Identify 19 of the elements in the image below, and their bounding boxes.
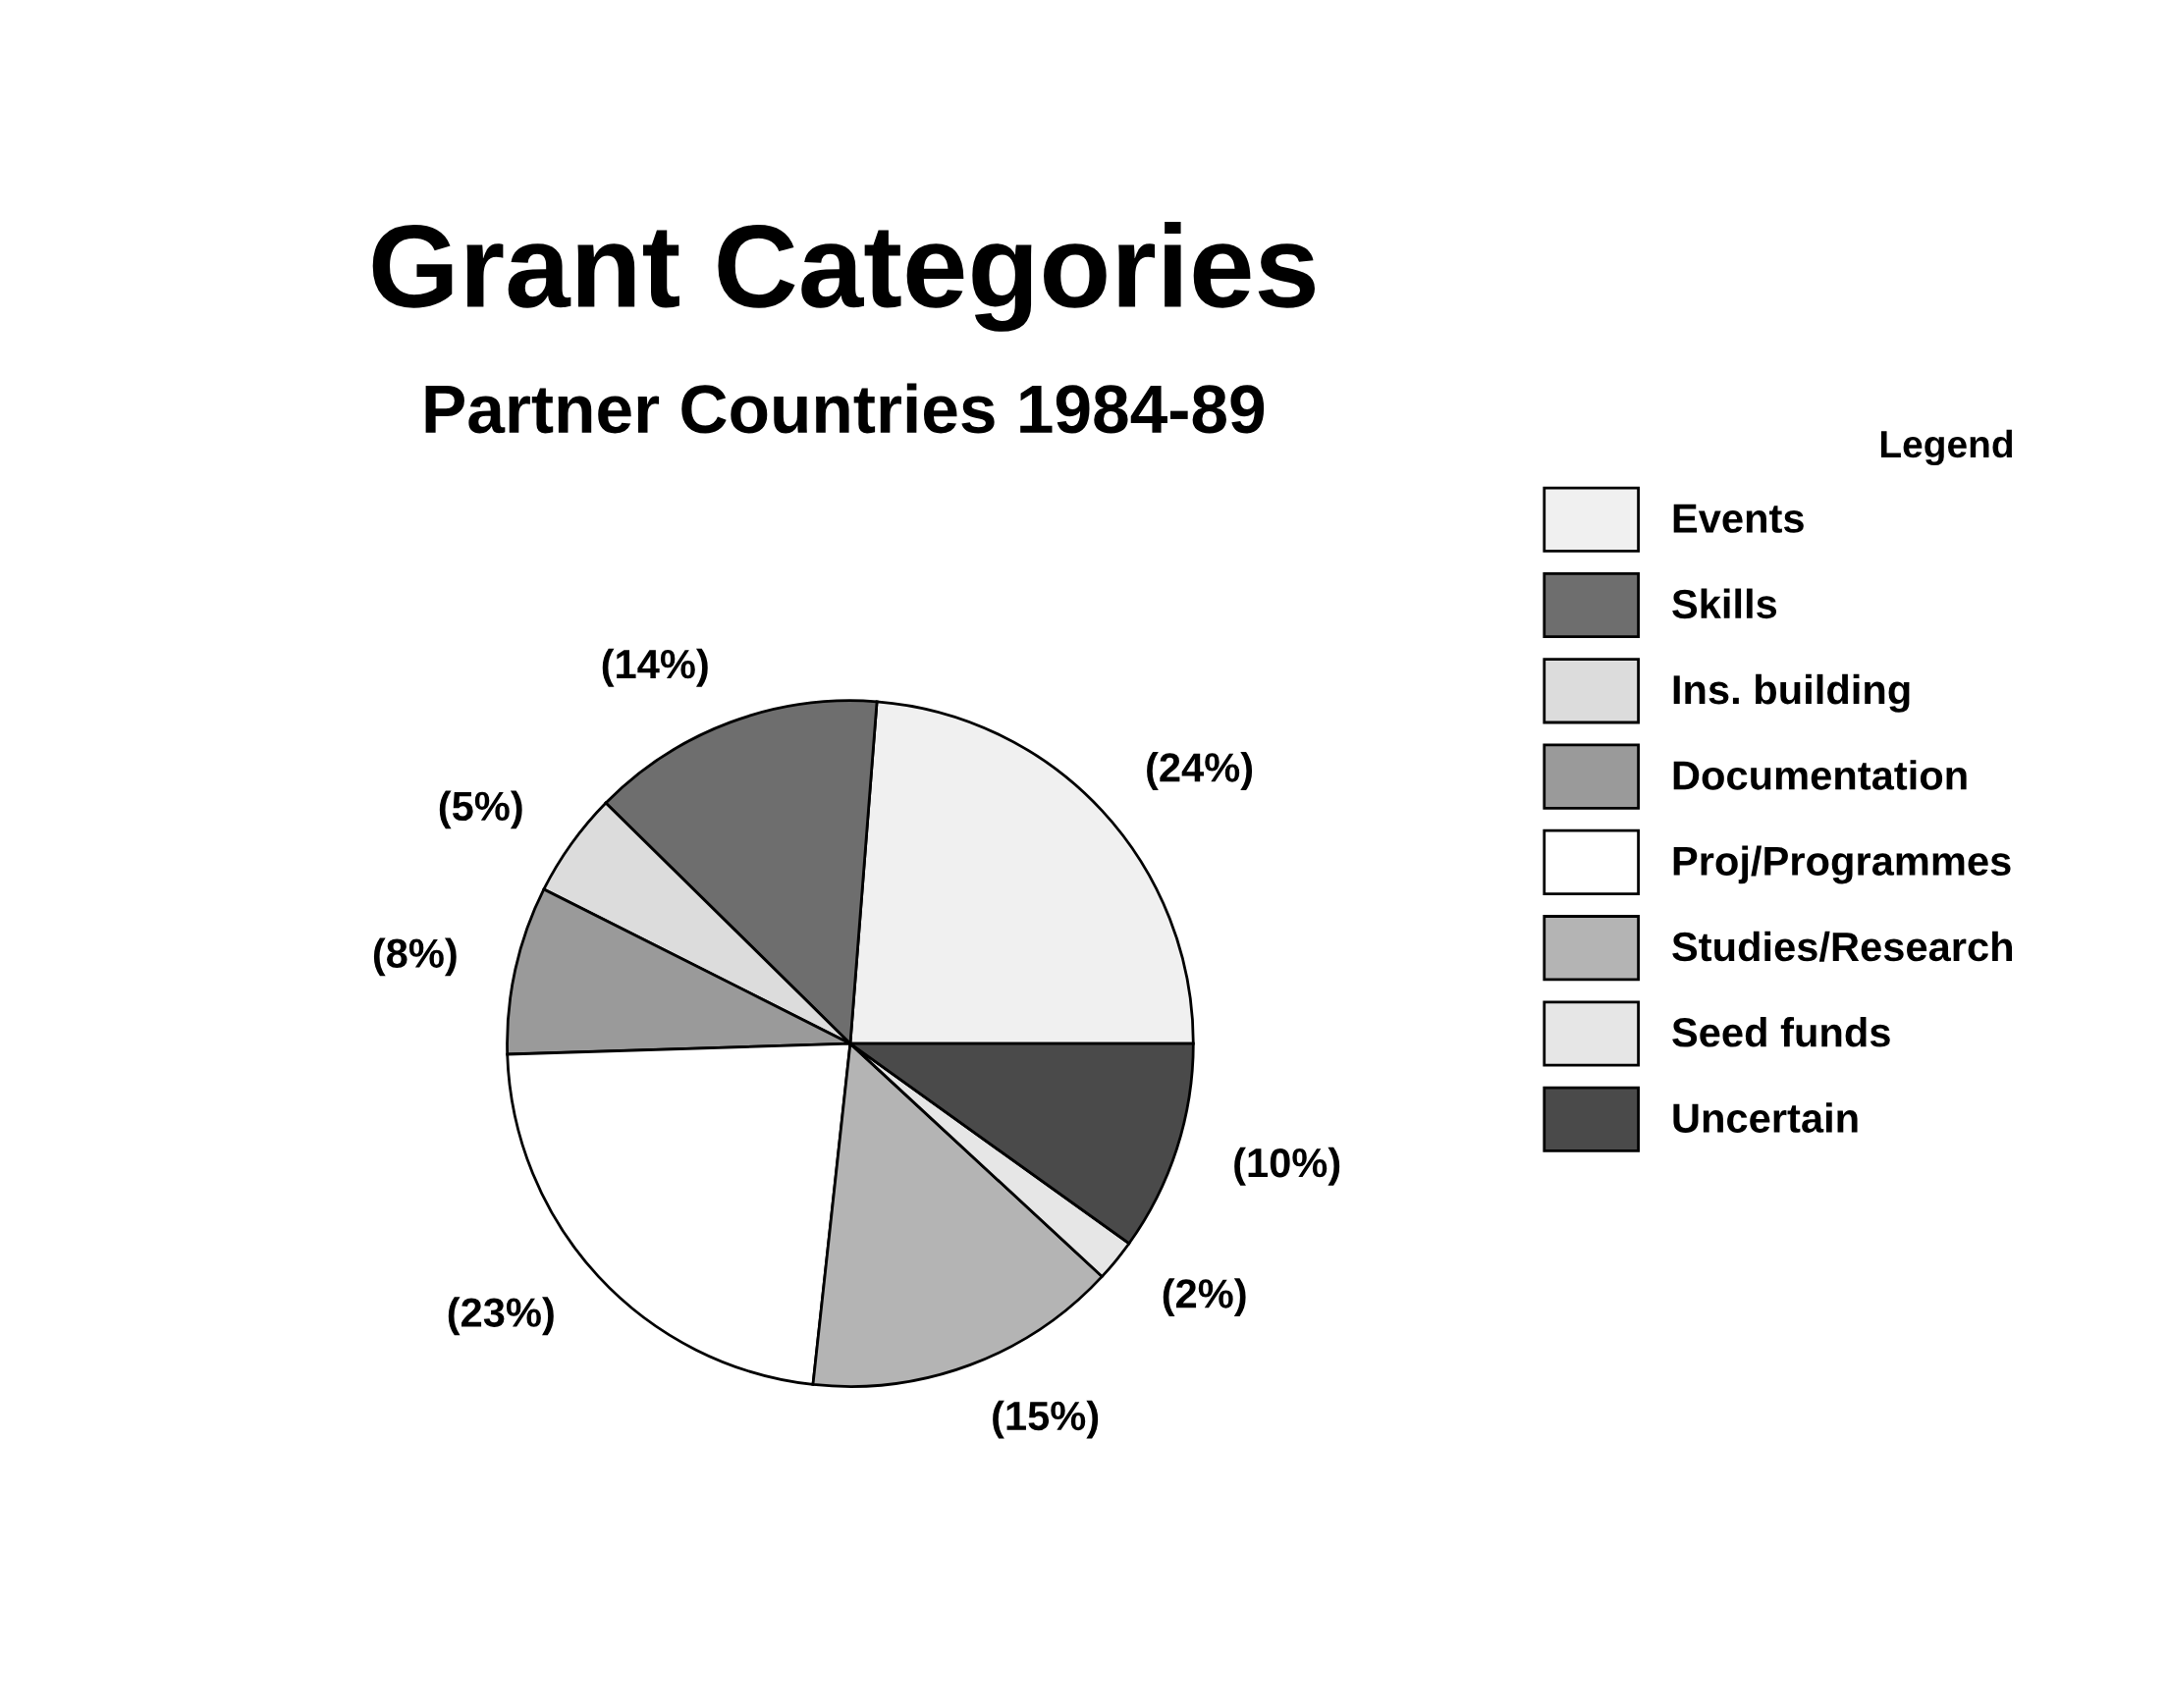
- legend-label: Uncertain: [1673, 1102, 1858, 1133]
- data-label: (15%): [993, 1400, 1099, 1439]
- data-label: (23%): [448, 1297, 554, 1336]
- legend-label: Proj/Programmes: [1673, 845, 2011, 884]
- data-label: (8%): [373, 937, 457, 977]
- legend-label: Skills: [1672, 588, 1777, 619]
- data-label: (10%): [1234, 1147, 1340, 1186]
- data-label: (2%): [1163, 1278, 1246, 1316]
- legend-label: Ins. building: [1673, 673, 1910, 713]
- legend-label: Events: [1673, 504, 1804, 533]
- chart-title: Grant Categories: [372, 221, 1315, 332]
- legend-label: Documentation: [1673, 760, 1967, 790]
- legend-title: Legend: [1880, 429, 2013, 466]
- chart-subtitle: Partner Countries 1984-89: [425, 383, 1265, 434]
- data-label: (24%): [1147, 752, 1253, 790]
- legend-label: Studies/Research: [1672, 931, 2013, 962]
- data-label: (14%): [602, 648, 708, 687]
- data-label: (5%): [439, 790, 522, 829]
- legend-label: Seed funds: [1672, 1017, 1890, 1047]
